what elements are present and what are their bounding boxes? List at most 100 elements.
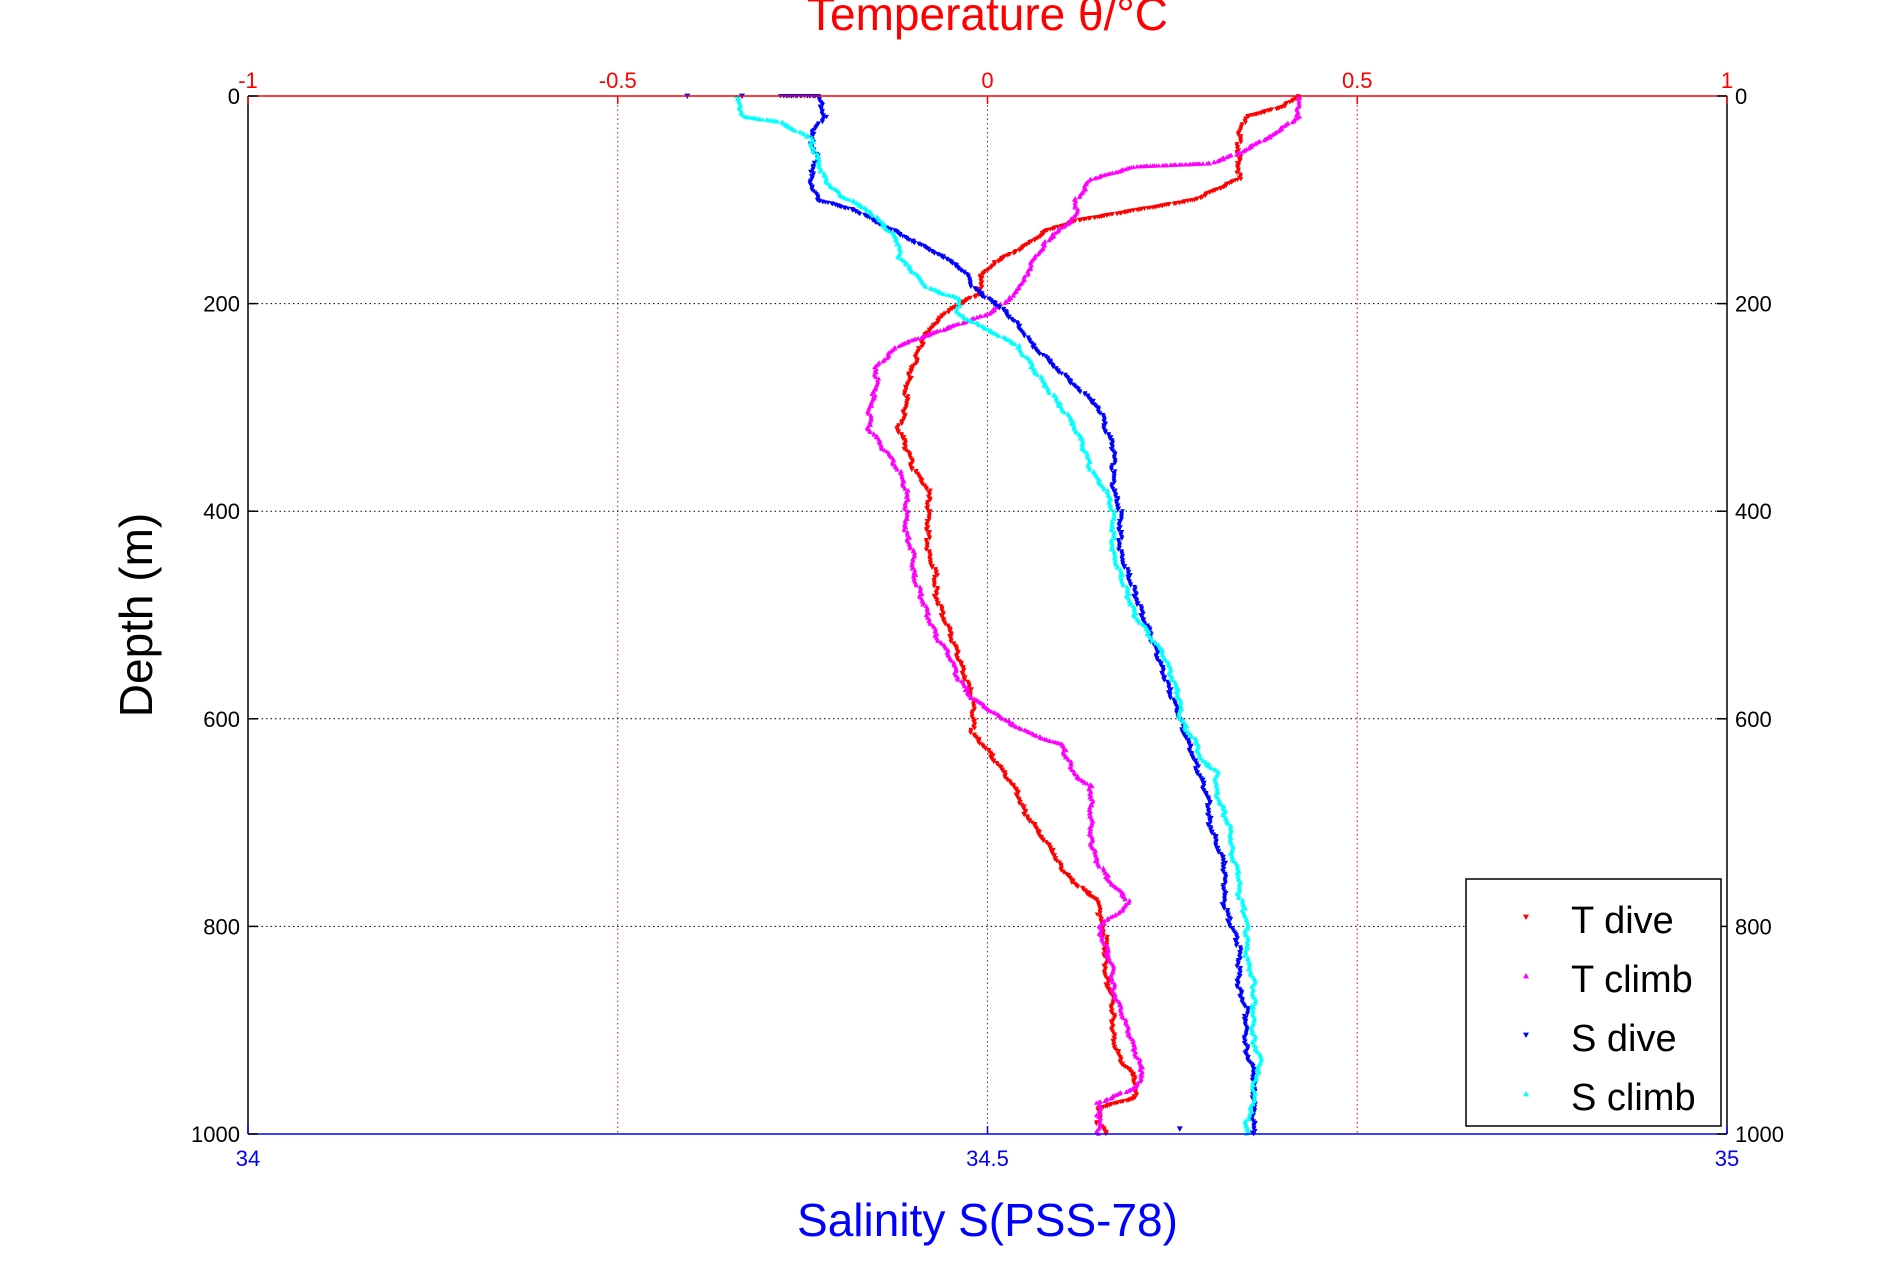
data-point [1012,341,1018,347]
data-point [1058,225,1064,230]
data-point [1208,765,1214,771]
top-tick-label: -0.5 [599,68,637,93]
data-point [847,197,853,202]
right-tick-label: 1000 [1735,1122,1784,1147]
data-point [1112,494,1118,499]
plot-data [684,93,1303,1137]
data-point [977,274,983,279]
data-point [1097,910,1103,916]
data-point [934,631,940,637]
data-point [1145,206,1151,211]
data-point [957,303,963,309]
data-point [1198,756,1203,761]
data-point [906,374,912,379]
data-point [896,343,902,349]
data-point [1115,507,1121,513]
data-point [793,128,798,133]
data-point [1012,785,1017,790]
data-point [1050,365,1056,370]
data-point [1056,370,1062,375]
data-point [1119,517,1125,522]
data-point [880,359,886,364]
data-point [1101,933,1106,938]
data-point [1125,1066,1130,1071]
data-point [1018,726,1024,732]
data-point [982,295,988,300]
data-point [1233,943,1239,949]
data-point [986,311,992,316]
data-point [1113,1047,1119,1052]
data-point [1063,748,1069,753]
data-point [1137,1067,1143,1073]
data-point [1126,591,1132,597]
data-point [908,369,914,375]
data-point [881,447,887,453]
data-point [1216,850,1221,855]
data-point [1190,756,1196,762]
data-point [1094,912,1100,917]
data-point [924,528,929,533]
data-point [1226,821,1232,827]
data-point [1016,801,1022,806]
data-point [1021,334,1027,339]
data-point [1008,781,1014,787]
data-point [1169,677,1175,683]
data-point [817,169,823,174]
data-point [1015,322,1021,327]
data-point [1036,833,1042,838]
data-point [962,683,967,689]
data-point [937,328,943,333]
data-point [1113,170,1118,175]
data-point [1102,430,1108,436]
data-point [906,237,912,243]
data-point [899,433,905,438]
data-point [1171,201,1177,207]
data-point [913,572,919,577]
data-point [1243,1042,1249,1047]
data-point [918,335,924,340]
legend-label-s-climb: S climb [1571,1077,1696,1119]
data-point [1103,974,1108,980]
data-point [1102,1098,1108,1103]
data-point [990,753,996,758]
data-point [962,316,968,321]
data-point [1109,467,1114,473]
data-point [1289,119,1295,125]
left-tick-label: 1000 [191,1122,240,1147]
data-point [1125,571,1131,576]
data-point [957,312,962,317]
data-point [1234,985,1240,990]
top-tick-label: -1 [238,68,258,93]
data-point [1161,678,1167,683]
data-point [1047,738,1053,744]
data-point [1248,972,1254,978]
data-point [955,677,961,682]
legend-marker-s-climb [1523,1091,1529,1097]
data-point [1076,433,1082,438]
top-tick-label: 0 [981,68,993,93]
data-point [1238,956,1243,961]
data-point [1021,812,1027,818]
data-point [941,312,947,317]
left-tick-label: 400 [203,499,240,524]
data-point [1134,1092,1140,1097]
data-point [926,517,932,522]
data-point [870,213,876,218]
data-point [900,436,906,441]
data-point [1153,641,1159,646]
data-point [1011,319,1017,324]
data-point [1103,982,1109,987]
data-point [1011,293,1016,298]
data-point [1109,882,1114,887]
data-point [997,306,1002,311]
data-point [909,566,915,571]
data-point [884,355,890,361]
data-point [1134,164,1140,169]
data-point [1220,812,1226,818]
data-point [960,320,965,326]
data-point [1119,536,1125,541]
data-point [1165,690,1171,695]
data-point [1167,696,1173,701]
data-point [904,516,910,522]
data-point [920,602,926,607]
